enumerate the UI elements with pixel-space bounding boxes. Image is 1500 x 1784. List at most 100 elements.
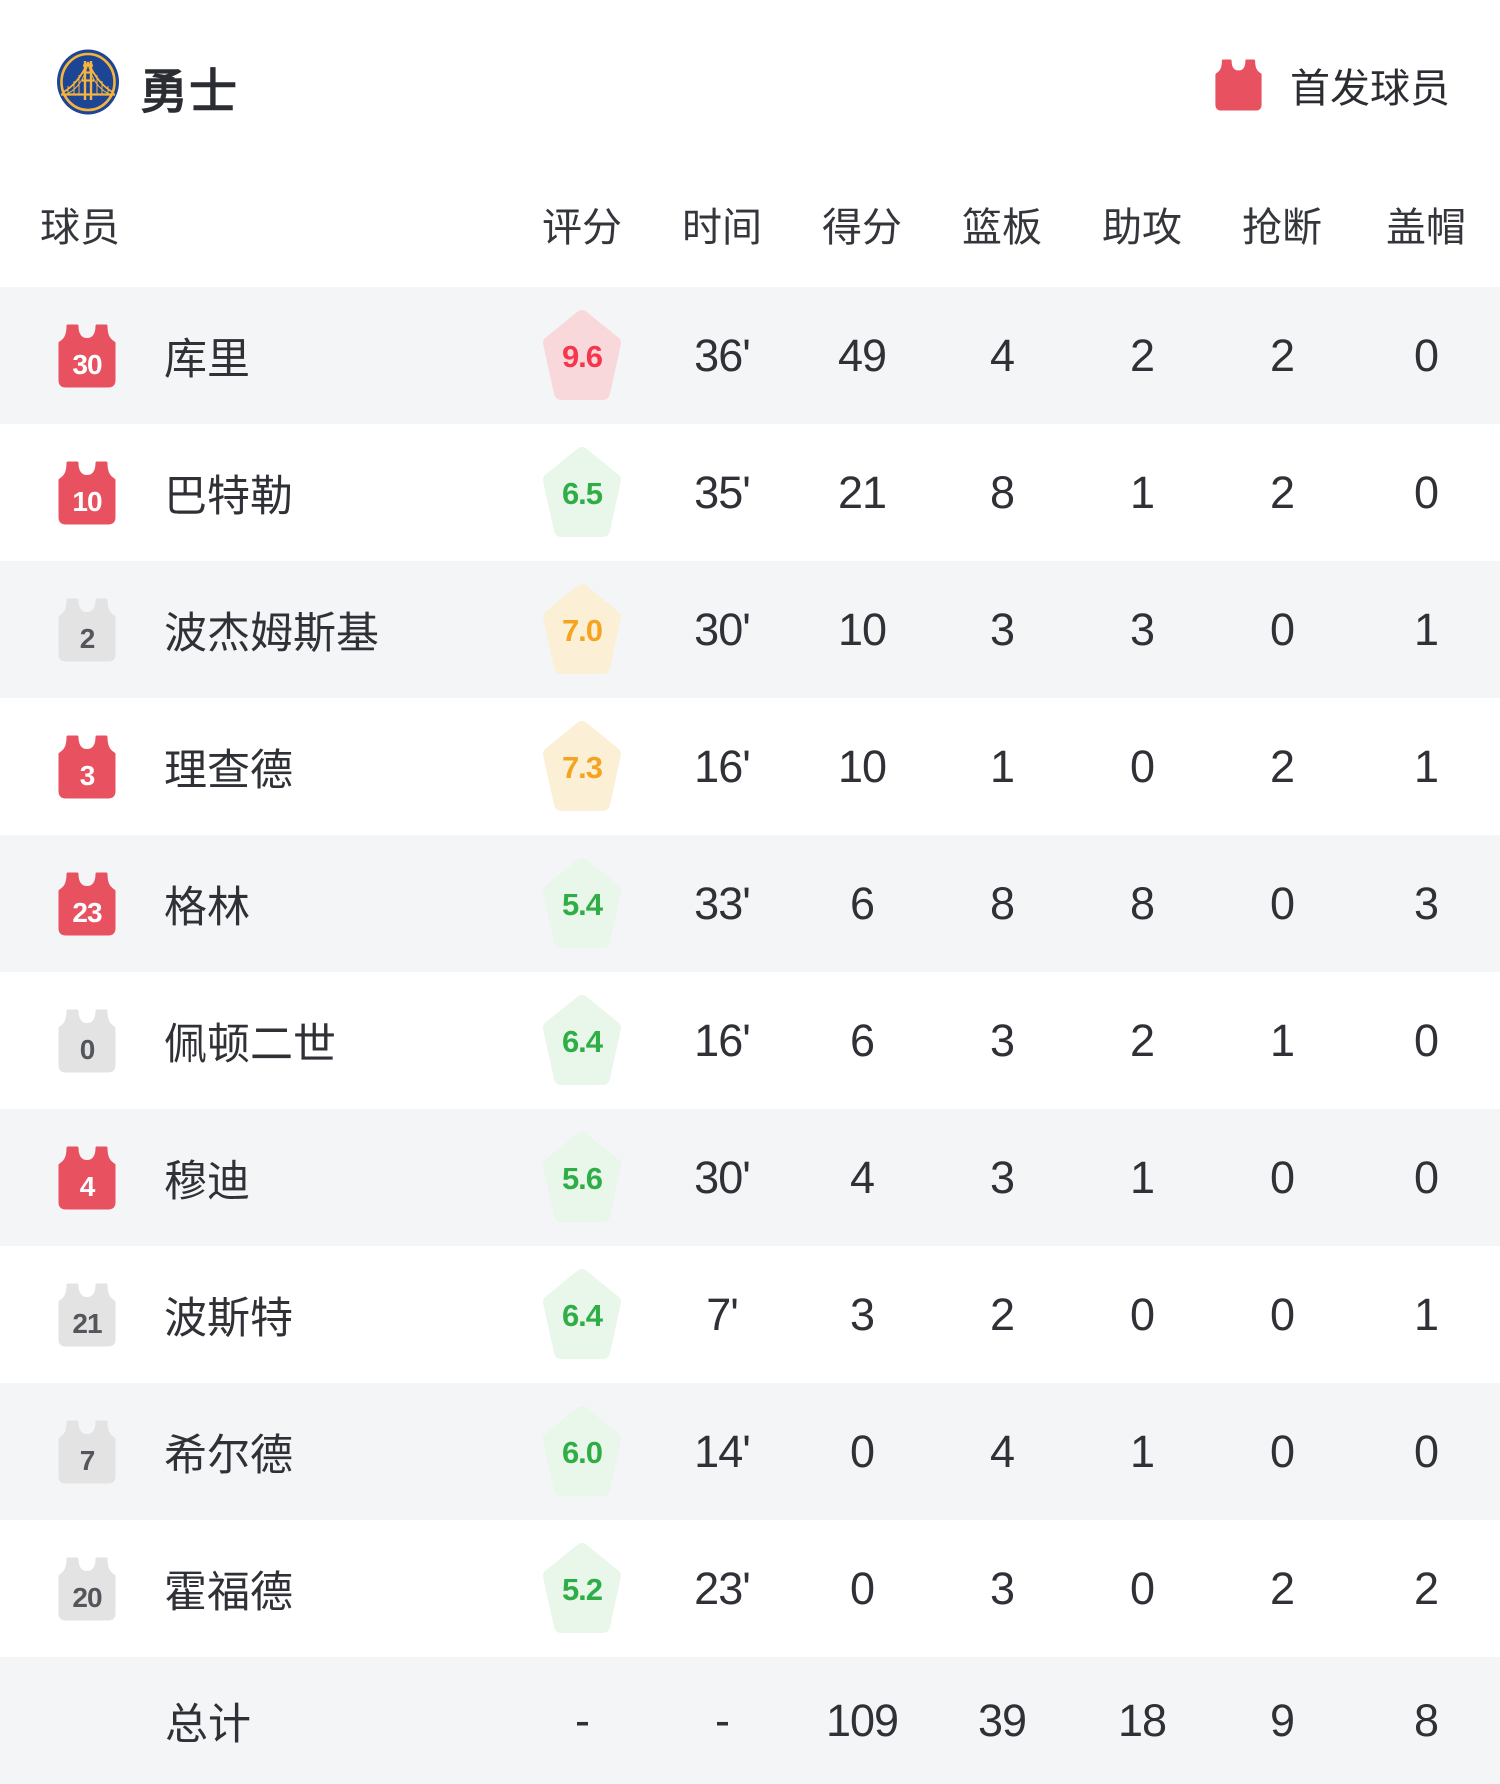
jersey-number: 20 <box>72 1581 102 1613</box>
rating-cell: 7.0 <box>512 582 652 678</box>
player-name: 佩顿二世 <box>164 1020 336 1069</box>
player-cell: 4 穆迪 <box>0 1146 512 1210</box>
stat-assists: 1 <box>1129 1151 1155 1203</box>
table-row[interactable]: 30 库里 9.6 36' 49 4 2 2 0 <box>0 287 1500 424</box>
player-cell: 0 佩顿二世 <box>0 1009 512 1073</box>
player-cell: 30 库里 <box>0 324 512 388</box>
stat-blocks: 2 <box>1413 1562 1439 1614</box>
stat-points: 10 <box>837 603 887 655</box>
stat-blocks: 1 <box>1413 740 1439 792</box>
table-row[interactable]: 23 格林 5.4 33' 6 8 8 0 3 <box>0 835 1500 972</box>
totals-rating: - <box>575 1694 590 1746</box>
player-name: 希尔德 <box>164 1431 293 1480</box>
rating-cell: 6.4 <box>512 993 652 1089</box>
rating-cell: 5.6 <box>512 1130 652 1226</box>
stat-assists: 2 <box>1129 1014 1155 1066</box>
player-name: 库里 <box>164 335 250 384</box>
jersey-icon: 30 <box>58 324 116 388</box>
jersey-number: 2 <box>79 622 96 654</box>
stat-rebounds: 4 <box>989 1425 1015 1477</box>
stat-blocks: 0 <box>1413 329 1439 381</box>
stat-points: 0 <box>849 1425 875 1477</box>
stat-points: 0 <box>849 1562 875 1614</box>
player-cell: 21 波斯特 <box>0 1283 512 1347</box>
stat-steals: 1 <box>1269 1014 1295 1066</box>
stat-points: 21 <box>837 466 887 518</box>
stat-time: 30' <box>694 1151 751 1203</box>
player-cell: 7 希尔德 <box>0 1420 512 1484</box>
table-row[interactable]: 7 希尔德 6.0 14' 0 4 1 0 0 <box>0 1383 1500 1520</box>
rating-value: 9.6 <box>561 338 603 374</box>
table-row[interactable]: 21 波斯特 6.4 7' 3 2 0 0 1 <box>0 1246 1500 1383</box>
stat-steals: 0 <box>1269 1425 1295 1477</box>
player-name: 穆迪 <box>164 1157 250 1206</box>
team-logo-icon <box>55 48 121 116</box>
table-row[interactable]: 4 穆迪 5.6 30' 4 3 1 0 0 <box>0 1109 1500 1246</box>
stat-steals: 0 <box>1269 1151 1295 1203</box>
jersey-icon: 10 <box>58 461 116 525</box>
stat-blocks: 0 <box>1413 466 1439 518</box>
stat-rebounds: 8 <box>989 466 1015 518</box>
stat-rebounds: 2 <box>989 1288 1015 1340</box>
stat-blocks: 0 <box>1413 1014 1439 1066</box>
jersey-icon: 21 <box>58 1283 116 1347</box>
table-row[interactable]: 3 理查德 7.3 16' 10 1 0 2 1 <box>0 698 1500 835</box>
jersey-icon: 4 <box>58 1146 116 1210</box>
column-blocks: 盖帽 <box>1386 205 1466 250</box>
jersey-number: 4 <box>79 1170 96 1202</box>
player-cell: 2 波杰姆斯基 <box>0 598 512 662</box>
table-row[interactable]: 20 霍福德 5.2 23' 0 3 0 2 2 <box>0 1520 1500 1657</box>
rating-badge: 6.0 <box>542 1404 622 1500</box>
rating-cell: 6.4 <box>512 1267 652 1363</box>
starter-legend-label: 首发球员 <box>1290 67 1450 111</box>
stat-time: 16' <box>694 1014 751 1066</box>
rating-cell: 9.6 <box>512 308 652 404</box>
starter-jersey-icon <box>1215 59 1262 111</box>
player-cell: 23 格林 <box>0 872 512 936</box>
column-rebounds: 篮板 <box>962 205 1042 250</box>
stat-points: 4 <box>849 1151 875 1203</box>
stat-rebounds: 3 <box>989 603 1015 655</box>
stat-rebounds: 3 <box>989 1562 1015 1614</box>
rating-badge: 5.4 <box>542 856 622 952</box>
stat-blocks: 0 <box>1413 1151 1439 1203</box>
stat-points: 6 <box>849 1014 875 1066</box>
player-name: 霍福德 <box>164 1568 293 1617</box>
stat-time: 7' <box>706 1288 739 1340</box>
rating-cell: 6.5 <box>512 445 652 541</box>
jersey-icon: 0 <box>58 1009 116 1073</box>
totals-points: 109 <box>825 1694 899 1746</box>
table-row[interactable]: 0 佩顿二世 6.4 16' 6 3 2 1 0 <box>0 972 1500 1109</box>
table-row[interactable]: 10 巴特勒 6.5 35' 21 8 1 2 0 <box>0 424 1500 561</box>
stat-steals: 2 <box>1269 329 1295 381</box>
jersey-number: 7 <box>79 1444 96 1476</box>
totals-blocks: 8 <box>1413 1694 1439 1746</box>
stat-assists: 0 <box>1129 1562 1155 1614</box>
rating-value: 6.4 <box>561 1297 603 1333</box>
stat-assists: 3 <box>1129 603 1155 655</box>
stat-assists: 1 <box>1129 466 1155 518</box>
stat-blocks: 1 <box>1413 1288 1439 1340</box>
rating-cell: 7.3 <box>512 719 652 815</box>
column-player: 球员 <box>40 205 120 250</box>
column-time: 时间 <box>682 205 762 250</box>
rating-value: 7.0 <box>561 612 603 648</box>
player-table-body: 30 库里 9.6 36' 49 4 2 2 0 10 <box>0 287 1500 1657</box>
stat-assists: 0 <box>1129 1288 1155 1340</box>
table-row[interactable]: 2 波杰姆斯基 7.0 30' 10 3 3 0 1 <box>0 561 1500 698</box>
stat-blocks: 1 <box>1413 603 1439 655</box>
stat-time: 36' <box>694 329 751 381</box>
stat-time: 16' <box>694 740 751 792</box>
stat-rebounds: 3 <box>989 1014 1015 1066</box>
stat-rebounds: 4 <box>989 329 1015 381</box>
stat-steals: 2 <box>1269 740 1295 792</box>
totals-steals: 9 <box>1269 1694 1295 1746</box>
jersey-icon: 23 <box>58 872 116 936</box>
rating-badge: 6.4 <box>542 993 622 1089</box>
player-name: 波斯特 <box>164 1294 293 1343</box>
stat-steals: 0 <box>1269 603 1295 655</box>
stat-assists: 2 <box>1129 329 1155 381</box>
rating-badge: 6.5 <box>542 445 622 541</box>
stat-time: 30' <box>694 603 751 655</box>
stat-time: 33' <box>694 877 751 929</box>
